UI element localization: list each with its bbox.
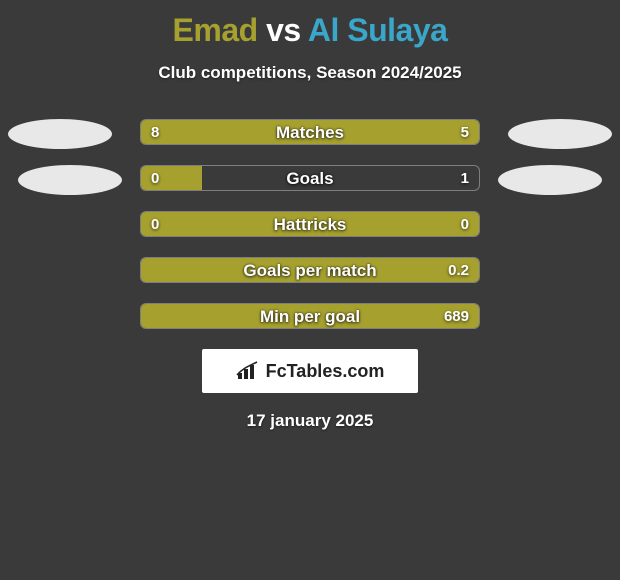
page-title: Emad vs Al Sulaya — [0, 0, 620, 49]
footer-date: 17 january 2025 — [0, 411, 620, 431]
stat-row: 01Goals — [20, 165, 600, 191]
stat-bar: 689Min per goal — [140, 303, 480, 329]
bar-chart-icon — [236, 361, 260, 381]
subtitle: Club competitions, Season 2024/2025 — [0, 63, 620, 83]
stat-row: 85Matches — [20, 119, 600, 145]
stat-label: Goals per match — [141, 258, 479, 283]
stat-bar: 0.2Goals per match — [140, 257, 480, 283]
stat-row: 0.2Goals per match — [20, 257, 600, 283]
title-vs: vs — [258, 12, 308, 48]
stat-bar: 00Hattricks — [140, 211, 480, 237]
stat-row: 689Min per goal — [20, 303, 600, 329]
stat-label: Matches — [141, 120, 479, 145]
title-player-right: Al Sulaya — [308, 12, 448, 48]
stat-label: Min per goal — [141, 304, 479, 329]
stat-row: 00Hattricks — [20, 211, 600, 237]
fctables-logo[interactable]: FcTables.com — [202, 349, 418, 393]
stat-label: Goals — [141, 166, 479, 191]
stat-label: Hattricks — [141, 212, 479, 237]
stat-bar: 01Goals — [140, 165, 480, 191]
title-player-left: Emad — [173, 12, 258, 48]
fctables-logo-text: FcTables.com — [266, 361, 385, 382]
stat-bar: 85Matches — [140, 119, 480, 145]
comparison-area: 85Matches 01Goals 00Hattricks 0.2Goals per … — [0, 119, 620, 329]
